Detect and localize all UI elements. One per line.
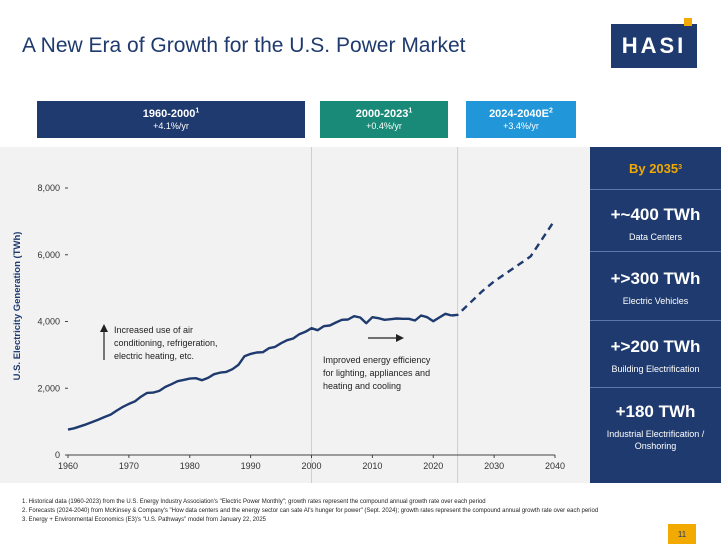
x-tick-label: 2030 [484, 461, 504, 471]
footnotes: 1. Historical data (1960-2023) from the … [22, 498, 662, 525]
annotation-line: electric heating, etc. [114, 351, 194, 361]
period-footnote-ref: 2 [549, 106, 553, 114]
x-tick-label: 1960 [58, 461, 78, 471]
annotation-line: conditioning, refrigeration, [114, 338, 218, 348]
annotation-increased-use: Increased use of air conditioning, refri… [100, 324, 218, 361]
footnote: 2. Forecasts (2024-2040) from McKinsey &… [22, 508, 599, 514]
y-tick-label: 8,000 [37, 183, 60, 193]
period-rate: +3.4%/yr [503, 120, 539, 131]
period-header-2000-2023: 2000-20231 +0.4%/yr [320, 101, 448, 138]
by-2035-panel: By 2035 3 +~400 TWh Data Centers +>300 TW… [590, 147, 721, 483]
hasi-logo: HASI [611, 24, 697, 68]
footnote: 1. Historical data (1960-2023) from the … [22, 499, 486, 505]
chart-background [0, 147, 590, 483]
logo-accent-icon [684, 18, 692, 26]
stat-data-centers: +~400 TWh Data Centers [590, 205, 721, 243]
stat-electric-vehicles: +>300 TWh Electric Vehicles [590, 269, 721, 307]
stat-industrial-electrification: +180 TWh Industrial Electrification / On… [590, 402, 721, 452]
x-tick-label: 1980 [180, 461, 200, 471]
stat-value: +~400 TWh [610, 205, 701, 224]
x-tick-label: 2020 [423, 461, 443, 471]
historical-series-line [67, 312, 452, 431]
page-title: A New Era of Growth for the U.S. Power M… [22, 34, 466, 57]
x-tick-label: 2000 [301, 461, 321, 471]
y-tick-label: 6,000 [37, 250, 60, 260]
x-tick-label: 2010 [362, 461, 382, 471]
stat-building-electrification: +>200 TWh Building Electrification [590, 337, 721, 375]
stat-value: +>200 TWh [610, 337, 701, 356]
annotation-line: Improved energy efficiency [323, 355, 431, 365]
period-label: 1960-2000 [142, 107, 196, 120]
panel-heading: By 2035 [628, 160, 679, 176]
divider [590, 387, 721, 388]
stat-label: Industrial Electrification / Onshoring [606, 429, 705, 451]
period-header-1960-2000: 1960-20001 +4.1%/yr [37, 101, 305, 138]
divider [590, 320, 721, 321]
annotation-line: Increased use of air [114, 325, 193, 335]
period-header-2024-2040e: 2024-2040E2 +3.4%/yr [466, 101, 576, 138]
divider [590, 189, 721, 190]
period-label: 2000-2023 [355, 107, 409, 120]
period-footnote-ref: 1 [195, 106, 200, 114]
divider [590, 251, 721, 252]
x-tick-label: 2040 [545, 461, 565, 471]
period-label: 2024-2040E [489, 107, 550, 120]
period-footnote-ref: 1 [408, 106, 413, 114]
period-rate: +0.4%/yr [366, 120, 402, 131]
stat-value: +>300 TWh [610, 269, 701, 288]
stat-label: Building Electrification [611, 364, 700, 374]
annotation-line: heating and cooling [323, 381, 401, 391]
y-tick-label: 4,000 [37, 317, 60, 327]
stat-value: +180 TWh [615, 402, 696, 421]
y-tick-label: 0 [55, 450, 60, 460]
period-rate: +4.1%/yr [153, 120, 189, 131]
forecast-series-line [451, 219, 557, 317]
x-tick-label: 1970 [119, 461, 139, 471]
up-arrow-head-icon [100, 324, 108, 332]
page-number: 11 [668, 524, 696, 544]
stat-label: Data Centers [628, 232, 683, 242]
annotation-improved-efficiency: Improved energy efficiency for lighting,… [323, 334, 431, 391]
footnote: 3. Energy + Environmental Economics (E3)… [22, 517, 267, 523]
y-axis-label: U.S. Electricity Generation (TWh) [12, 232, 23, 381]
annotation-line: for lighting, appliances and [323, 368, 430, 378]
y-tick-label: 2,000 [37, 383, 60, 393]
right-arrow-head-icon [396, 334, 404, 342]
x-tick-label: 1990 [241, 461, 261, 471]
stat-label: Electric Vehicles [622, 296, 689, 306]
